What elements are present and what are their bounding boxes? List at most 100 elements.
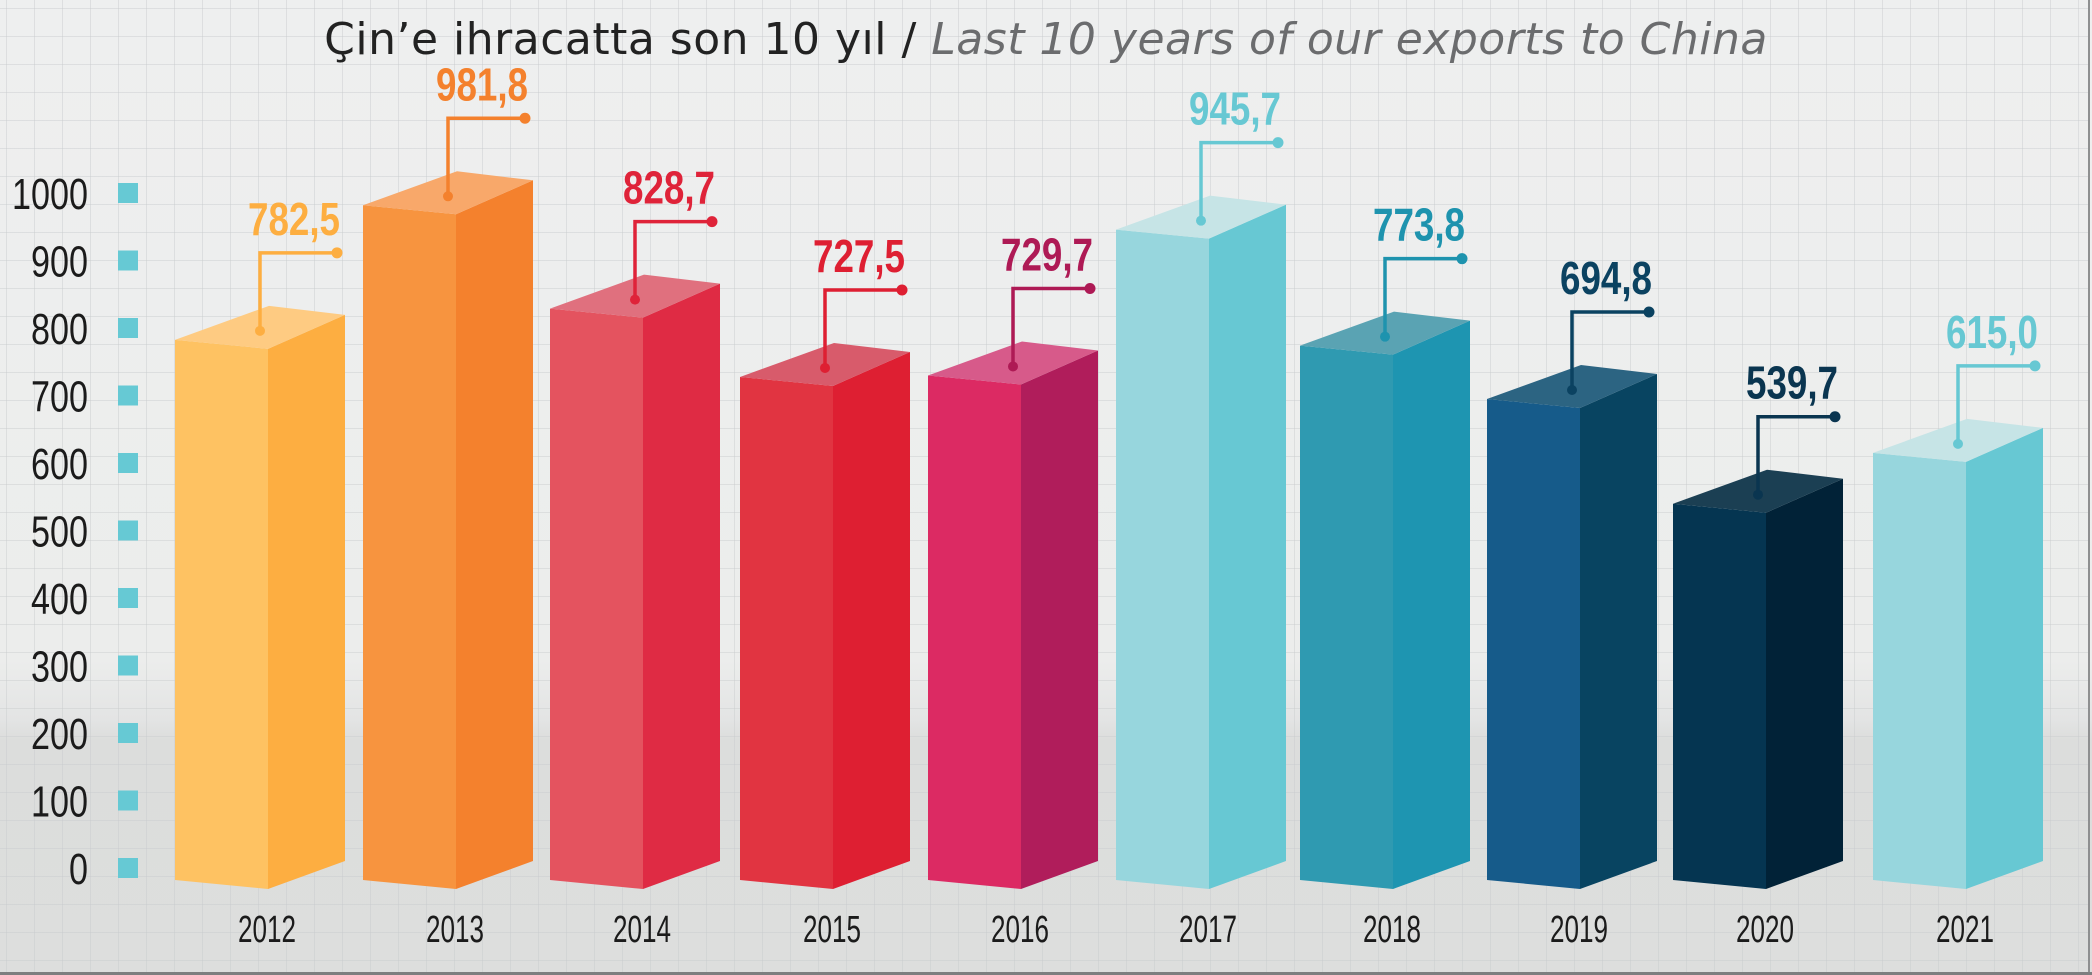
bar-front-face (1873, 452, 1966, 889)
y-tick-label: 800 (31, 305, 88, 354)
x-tick-label: 2015 (803, 909, 861, 951)
x-tick-label: 2020 (1736, 909, 1794, 951)
value-leader-line (633, 219, 712, 300)
y-tick-label: 400 (31, 575, 88, 624)
value-leader-dot-bottom (1380, 331, 1390, 342)
value-leader-line (1956, 364, 2035, 444)
value-leader-line (1383, 256, 1462, 337)
y-tick-marker (118, 318, 138, 338)
value-label: 773,8 (1373, 199, 1465, 251)
value-leader-dot-end (896, 284, 908, 296)
bar-front-face (928, 375, 1021, 889)
value-leader-line (823, 288, 902, 368)
y-tick-marker (118, 385, 138, 406)
value-leader-dot-bottom (1196, 215, 1206, 226)
value-label: 539,7 (1746, 357, 1838, 409)
y-tick-marker (118, 588, 138, 608)
x-tick-label: 2014 (613, 909, 671, 951)
x-tick-label: 2017 (1179, 909, 1237, 951)
value-leader-line (1199, 140, 1278, 221)
y-tick-marker (118, 790, 138, 811)
bar-2019: 694,8 (1487, 252, 1657, 889)
y-axis: 0 100 200 300 400 500 600 700 800 900 1000 (12, 170, 138, 894)
value-label: 727,5 (813, 230, 905, 282)
value-leader-dot-end (2029, 360, 2041, 372)
bar-front-face (363, 205, 456, 889)
value-label: 945,7 (1189, 83, 1281, 135)
value-leader-dot-end (331, 247, 343, 259)
bar-side-face (1209, 204, 1286, 890)
bar-side-face (1966, 427, 2043, 889)
value-leader-line (1011, 286, 1090, 367)
value-label: 615,0 (1946, 306, 2038, 358)
bar-2018: 773,8 (1300, 199, 1470, 889)
bar-front-face (740, 376, 833, 889)
y-tick-marker (118, 453, 138, 473)
value-leader-line (446, 116, 525, 197)
y-tick-marker (118, 183, 138, 203)
bar-2012: 782,5 (175, 193, 345, 889)
bar-side-face (643, 283, 720, 889)
bar-side-face (1580, 374, 1657, 889)
y-tick-label: 0 (69, 845, 88, 894)
x-tick-label: 2016 (991, 909, 1049, 951)
value-leader-dot-end (706, 216, 718, 228)
bar-2015: 727,5 (740, 230, 910, 889)
y-tick-label: 500 (31, 508, 88, 557)
y-tick-marker (118, 520, 138, 541)
value-leader-dot-end (1643, 306, 1655, 318)
chart-title-english: Last 10 years of our exports to China (931, 14, 1768, 65)
value-leader-dot-end (1084, 282, 1096, 294)
x-tick-label: 2013 (426, 909, 484, 951)
bar-2017: 945,7 (1116, 83, 1286, 890)
value-leader-dot-bottom (255, 325, 265, 336)
value-leader-dot-end (1272, 137, 1284, 149)
chart-title: Çin’e ihracatta son 10 yıl / Last 10 yea… (0, 14, 2092, 65)
bar-2020: 539,7 (1673, 357, 1843, 889)
bar-2016: 729,7 (928, 228, 1098, 889)
value-leader-dot-bottom (1567, 385, 1577, 396)
y-tick-label: 300 (31, 643, 88, 692)
frame-border-bottom (0, 972, 2092, 975)
bar-2021: 615,0 (1873, 306, 2043, 889)
bar-front-face (1116, 229, 1209, 890)
value-leader-line (258, 251, 337, 331)
bar-front-face (175, 339, 268, 889)
bar-2013: 981,8 (363, 58, 533, 889)
value-label: 828,7 (623, 162, 715, 214)
bar-side-face (1766, 478, 1843, 889)
bar-front-face (550, 308, 643, 889)
y-tick-label: 1000 (12, 170, 88, 219)
bar-side-face (1021, 350, 1098, 889)
value-leader-dot-bottom (630, 294, 640, 305)
value-leader-line (1570, 310, 1649, 391)
bar-front-face (1673, 503, 1766, 889)
value-leader-dot-bottom (1008, 361, 1018, 372)
value-label: 694,8 (1560, 252, 1652, 304)
bar-front-face (1300, 345, 1393, 889)
bar-front-face (1487, 399, 1580, 889)
value-leader-dot-bottom (443, 191, 453, 202)
value-leader-dot-end (1829, 411, 1841, 423)
chart-title-turkish: Çin’e ihracatta son 10 yıl / (324, 14, 917, 65)
bar-side-face (1393, 320, 1470, 889)
y-tick-label: 200 (31, 710, 88, 759)
y-tick-label: 600 (31, 440, 88, 489)
x-tick-label: 2021 (1936, 909, 1994, 951)
y-tick-marker (118, 723, 138, 743)
x-axis: 2012 2013 2014 2015 2016 2017 2018 2019 2020 2021 (238, 909, 1994, 951)
y-tick-label: 700 (31, 373, 88, 422)
value-leader-dot-end (1456, 253, 1468, 265)
value-leader-dot-bottom (820, 362, 830, 373)
bar-side-face (456, 180, 533, 889)
y-tick-marker (118, 250, 138, 271)
value-leader-dot-end (519, 112, 531, 124)
bar-2014: 828,7 (550, 162, 720, 889)
bars: 782,5 981,8 828,7 727,5 729,7 945,7 773,8 694,8… (175, 58, 2043, 890)
y-tick-label: 100 (31, 778, 88, 827)
bar-side-face (268, 314, 345, 889)
y-tick-marker (118, 655, 138, 676)
frame-border-right (2088, 0, 2090, 975)
x-tick-label: 2019 (1550, 909, 1608, 951)
